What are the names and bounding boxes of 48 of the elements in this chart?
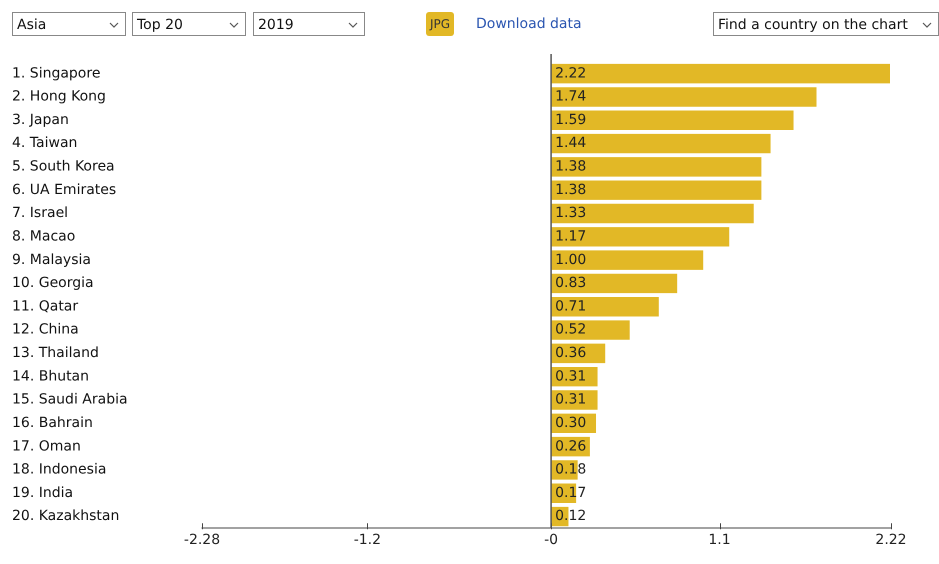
- text: Top 20: [137, 17, 183, 33]
- x-tick-label: -1.2: [354, 532, 382, 548]
- text: Find a country on the chart: [718, 17, 908, 33]
- y-tick-label: 8. Macao: [12, 228, 76, 244]
- y-tick-label: 1. Singapore: [12, 65, 100, 82]
- y-tick-label: 14. Bhutan: [12, 368, 90, 384]
- data-label: 1.59: [555, 112, 586, 128]
- data-label: 1.38: [555, 158, 586, 175]
- data-label: 1.00: [555, 252, 586, 268]
- y-tick-label: 10. Georgia: [12, 275, 94, 292]
- data-label: 0.36: [555, 345, 586, 362]
- data-label: 0.31: [555, 392, 586, 408]
- data-label: 0.30: [555, 414, 586, 431]
- y-tick-label: 19. India: [12, 484, 74, 501]
- text: 2019: [258, 17, 294, 33]
- data-label: 1.44: [555, 135, 586, 152]
- y-tick-label: 16. Bahrain: [12, 414, 93, 431]
- data-label: 0.83: [555, 275, 586, 292]
- y-tick-label: 4. Taiwan: [12, 135, 78, 152]
- data-label: 1.38: [555, 182, 586, 198]
- x-tick-label: 2.22: [875, 532, 907, 548]
- y-tick-label: 2. Hong Kong: [12, 88, 106, 105]
- data-label: 0.52: [555, 322, 586, 338]
- y-tick-label: 7. Israel: [12, 205, 68, 222]
- x-tick-label: -2.28: [184, 532, 220, 548]
- data-label: 1.74: [555, 88, 586, 105]
- data-label: 1.33: [555, 205, 586, 222]
- data-label: 0.31: [555, 368, 586, 384]
- y-tick-label: 6. UA Emirates: [12, 182, 116, 198]
- y-tick-label: 3. Japan: [12, 112, 69, 128]
- data-label: 2.22: [555, 65, 586, 82]
- text: JPG: [426, 12, 454, 36]
- y-tick-label: 20. Kazakhstan: [12, 508, 120, 524]
- y-tick-label: 9. Malaysia: [12, 252, 91, 268]
- text: Asia: [17, 17, 46, 33]
- y-tick-label: 12. China: [12, 322, 79, 338]
- y-tick-label: 15. Saudi Arabia: [12, 392, 128, 408]
- y-tick-label: 13. Thailand: [12, 345, 99, 362]
- y-tick-label: 18. Indonesia: [12, 462, 106, 478]
- y-tick-label: 17. Oman: [12, 438, 81, 454]
- y-tick-label: 5. South Korea: [12, 158, 115, 175]
- data-label: 0.26: [555, 438, 586, 454]
- x-tick-label: -0: [544, 532, 558, 548]
- text: Download data: [476, 15, 582, 34]
- x-tick-label: 1.1: [708, 532, 731, 548]
- data-label: 0.71: [555, 298, 586, 314]
- data-label: 1.17: [555, 228, 586, 244]
- y-tick-label: 11. Qatar: [12, 298, 78, 314]
